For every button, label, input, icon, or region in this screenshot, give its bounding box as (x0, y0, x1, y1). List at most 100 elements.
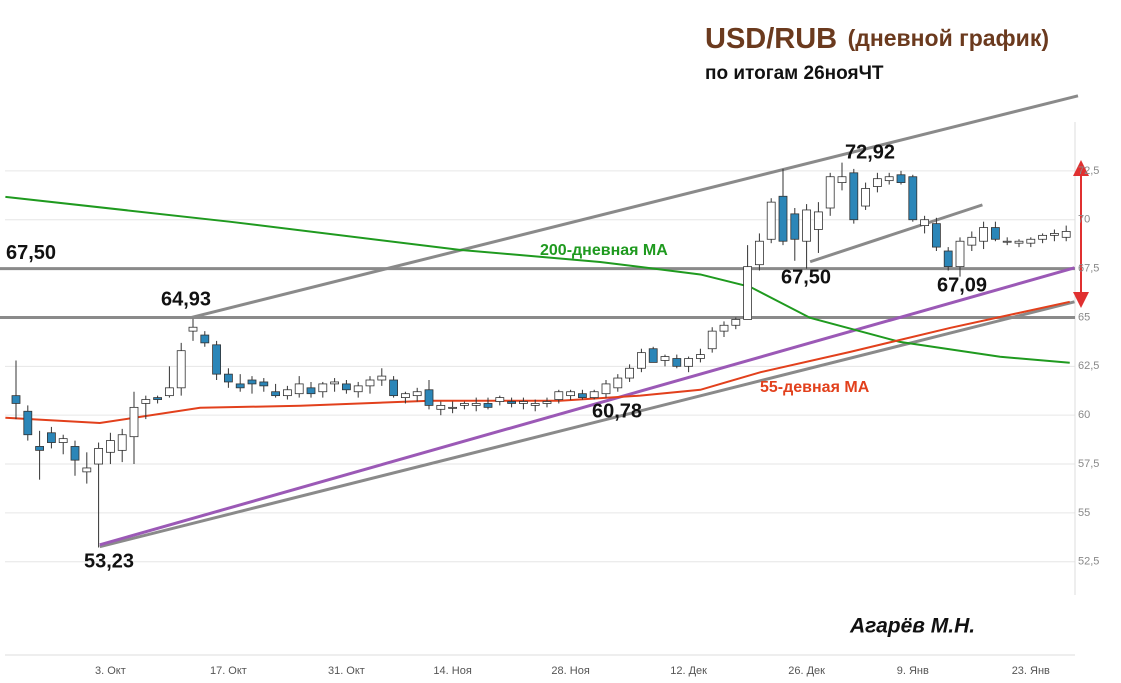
candle-body (247, 379, 257, 385)
lines (0, 94, 1079, 549)
candle-body (672, 358, 682, 367)
y-tick-label: 57,5 (1078, 458, 1099, 470)
trendline (189, 94, 1079, 320)
candle-body (554, 391, 564, 400)
candle-body (459, 403, 469, 406)
moving-average (5, 195, 1070, 364)
candle-body (802, 209, 811, 242)
candle-body (365, 379, 375, 387)
y-tick-label: 65 (1078, 311, 1090, 323)
candle-body (235, 383, 245, 389)
moving-average (5, 300, 1070, 425)
candle-body (424, 389, 434, 406)
candle-body (471, 403, 481, 406)
candle-body (932, 223, 941, 248)
candle-body (731, 319, 741, 326)
candle-body (837, 176, 847, 183)
candle-body (637, 352, 646, 369)
candle-body (896, 174, 906, 183)
annotation: 67,50 (781, 266, 831, 288)
y-tick-label: 70 (1078, 214, 1090, 226)
annotation: 60,78 (592, 400, 642, 422)
candle-body (884, 176, 894, 182)
annotation: 53,23 (84, 550, 134, 572)
candle-body (1061, 231, 1071, 238)
candle-body (578, 393, 587, 398)
trendline (809, 203, 983, 264)
candle-body (955, 240, 965, 268)
candle-body (719, 324, 729, 332)
trendline (99, 300, 1075, 549)
candle-body (259, 381, 269, 387)
chart-title: USD/RUB (дневной график) (705, 23, 1049, 55)
candle-body (377, 375, 387, 381)
candle-body (306, 387, 316, 395)
x-tick-label: 28. Ноя (551, 665, 589, 677)
candle-body (920, 219, 929, 226)
x-tick-label: 26. Дек (788, 665, 825, 677)
candle-body (294, 383, 304, 395)
candle-body (613, 377, 623, 389)
x-tick-label: 14. Ноя (433, 665, 471, 677)
candle-body (483, 403, 493, 408)
candle-body (164, 387, 174, 397)
labels: 52,5 55 57,5 60 62,5 65 67,5 70 72,5 3. Окт 17. Ок… (6, 141, 1099, 677)
candle-body (200, 334, 210, 344)
candle-body (412, 391, 422, 397)
candles (11, 162, 1071, 548)
title: USD/RUB (705, 23, 837, 55)
candle-body (94, 448, 103, 465)
candle-body (271, 391, 281, 397)
x-tick-label: 31. Окт (328, 665, 365, 677)
candle-body (82, 467, 92, 473)
candle-body (330, 381, 340, 385)
candle-body (766, 201, 776, 240)
level-label: 67,50 (6, 242, 56, 264)
candle-body (106, 440, 115, 453)
candle-body (589, 391, 599, 398)
x-tick-label: 3. Окт (95, 665, 126, 677)
x-tick-label: 17. Окт (210, 665, 247, 677)
annotation: 67,09 (937, 274, 987, 296)
candle-body (129, 406, 139, 438)
candle-body (790, 213, 800, 240)
candle-body (1026, 238, 1036, 244)
candle-body (23, 410, 33, 436)
candle-body (495, 397, 505, 402)
candle-body (601, 383, 611, 395)
x-tick-label: 12. Дек (670, 665, 707, 677)
y-tick-label: 72,5 (1078, 165, 1099, 177)
candle-body (849, 172, 859, 221)
candle-body (566, 391, 575, 397)
candle-body (436, 405, 446, 410)
candle-body (967, 236, 977, 246)
candle-body (282, 389, 292, 397)
subtitle: по итогам 26нояЧТ (705, 63, 884, 84)
candle-body (448, 406, 458, 409)
candle-body (141, 399, 151, 404)
candle-body (318, 383, 328, 393)
candle-body (943, 250, 953, 268)
candle-body (755, 240, 764, 266)
candle-body (1050, 233, 1059, 236)
candle-body (1002, 240, 1012, 243)
candle-body (696, 354, 705, 359)
candle-body (519, 401, 528, 404)
candle-body (648, 348, 658, 363)
candle-body (684, 358, 693, 367)
candle-body (188, 326, 198, 332)
x-tick-label: 9. Янв (897, 665, 929, 677)
candle-body (507, 401, 517, 404)
candle-body (908, 176, 918, 221)
candle-body (991, 227, 1000, 240)
candle-body (814, 211, 823, 230)
candle-body (11, 395, 21, 404)
candle-body (873, 178, 882, 187)
candle-body (861, 188, 870, 207)
candle-body (542, 401, 552, 404)
x-tick-label: 23. Янв (1012, 665, 1050, 677)
candle-body (389, 379, 399, 397)
candle-body (530, 403, 540, 406)
y-tick-label: 55 (1078, 507, 1090, 519)
